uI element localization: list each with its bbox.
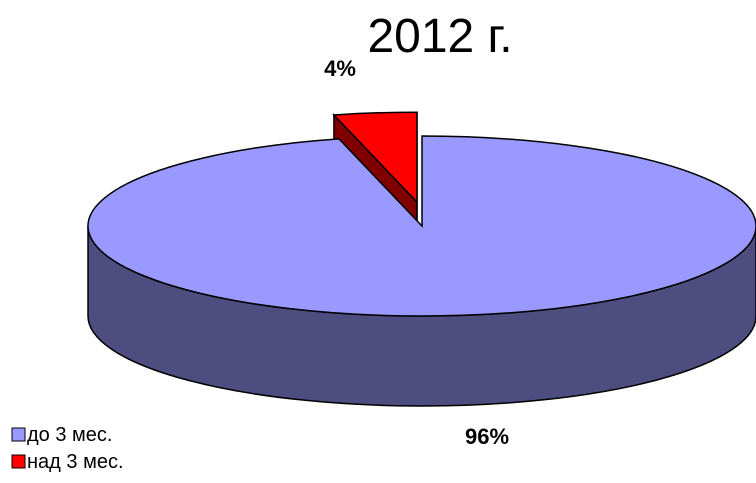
data-label-slice-0: 96% <box>465 424 509 449</box>
pie-layer <box>87 111 756 407</box>
legend-label-slice-1: над 3 мес. <box>27 451 124 473</box>
slice-1 <box>332 111 418 205</box>
chart-title: 2012 г. <box>367 10 512 63</box>
legend-label-slice-0: до 3 мес. <box>27 424 112 446</box>
data-label-slice-1: 4% <box>324 56 356 81</box>
legend-swatch-slice-0 <box>11 427 26 442</box>
legend: до 3 мес. над 3 мес. <box>11 424 124 473</box>
legend-swatch-slice-1 <box>11 454 26 469</box>
slice-0 <box>87 135 756 317</box>
